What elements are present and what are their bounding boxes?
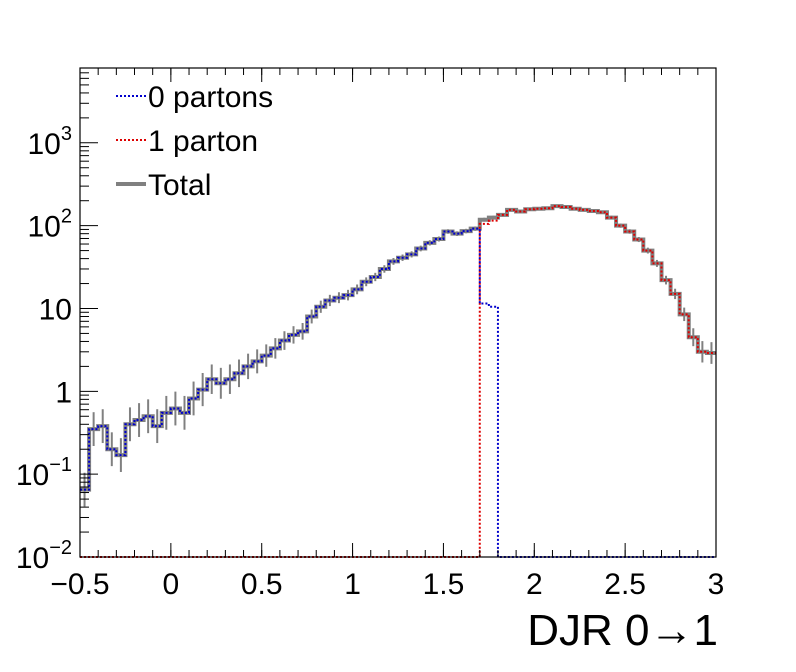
x-axis-title: DJR 0→1: [527, 606, 718, 655]
x-tick-label: −0.5: [50, 568, 109, 601]
x-tick-label: 2: [526, 568, 543, 601]
x-tick-label: 1: [344, 568, 361, 601]
legend: 0 partons 1 parton Total: [116, 81, 273, 202]
legend-label: 1 parton: [148, 125, 258, 158]
legend-label: Total: [148, 169, 211, 202]
y-tick-label: 103: [28, 123, 73, 161]
x-tick-label: 0: [163, 568, 180, 601]
y-tick-label: 102: [28, 206, 73, 244]
x-tick-label: 0.5: [241, 568, 283, 601]
x-tick-label: 3: [708, 568, 725, 601]
x-tick-label: 2.5: [604, 568, 646, 601]
y-tick-label: 1: [55, 376, 72, 409]
legend-label: 0 partons: [148, 81, 273, 114]
y-tick-label: 10−1: [16, 454, 72, 492]
x-tick-label: 1.5: [423, 568, 465, 601]
y-tick-label: 10: [39, 293, 72, 326]
axes: −0.5 0 0.5 1 1.5 2 2.5 3 10−2 10−1 1 10 102 103: [16, 67, 725, 601]
y-tick-label: 10−2: [16, 537, 72, 575]
